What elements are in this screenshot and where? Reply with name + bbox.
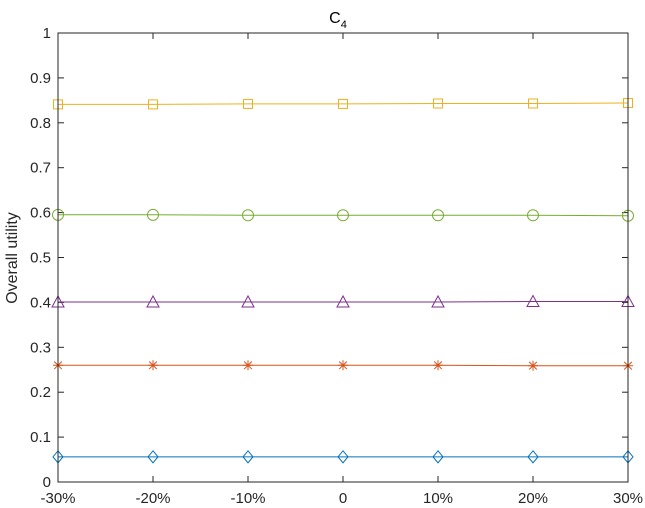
series-2-point — [431, 294, 445, 308]
series-2-point — [526, 294, 540, 308]
chart-title-subscript: 4 — [341, 19, 347, 31]
series-0-point — [433, 98, 443, 109]
series-1-line — [58, 214, 629, 217]
series-0-point — [243, 98, 253, 109]
series-3-point — [338, 360, 348, 371]
plot-frame — [57, 32, 629, 483]
y-tick-label: 0.4 — [30, 294, 51, 311]
series-3-point — [433, 360, 443, 371]
y-tick-label: 0 — [43, 474, 51, 491]
series-1-point — [432, 209, 444, 222]
series-3-point — [528, 360, 538, 371]
series-1-point — [527, 209, 539, 222]
series-0-point — [148, 99, 158, 110]
x-tick-label: -20% — [135, 490, 170, 507]
series-0-line — [58, 102, 629, 105]
series-4-point — [242, 450, 254, 464]
series-4-point — [337, 450, 349, 464]
series-0-point — [528, 98, 538, 109]
x-tick-label: -10% — [230, 490, 265, 507]
y-tick-label: 0.5 — [30, 250, 51, 267]
series-4-point — [432, 450, 444, 464]
series-1-point — [242, 209, 254, 222]
x-tick-label: 30% — [613, 490, 643, 507]
series-2-point — [336, 294, 350, 308]
x-tick-label: 20% — [518, 490, 548, 507]
series-3-point — [148, 360, 158, 371]
x-tick-label: 0 — [339, 490, 347, 507]
series-2-point — [241, 294, 255, 308]
series-1-point — [337, 209, 349, 222]
series-3-point — [243, 360, 253, 371]
chart-title: C4 — [329, 10, 347, 31]
series-2-line — [58, 301, 628, 303]
series-4-point — [147, 450, 159, 464]
x-tick-label: 10% — [423, 490, 453, 507]
y-tick-label: 0.9 — [30, 70, 51, 87]
x-tick-label: -30% — [40, 490, 75, 507]
y-tick-label: 0.3 — [30, 339, 51, 356]
series-1-point — [147, 208, 159, 221]
y-tick-label: 0.7 — [30, 160, 51, 177]
y-tick-label: 0.6 — [30, 205, 51, 222]
y-tick-label: 1 — [43, 25, 51, 42]
y-axis-title: Overall utility — [4, 212, 21, 304]
y-tick-label: 0.8 — [30, 115, 51, 132]
y-tick-label: 0.1 — [30, 429, 51, 446]
y-tick-label: 0.2 — [30, 384, 51, 401]
series-0-point — [338, 98, 348, 109]
series-2-point — [146, 294, 160, 308]
series-4-point — [527, 450, 539, 464]
